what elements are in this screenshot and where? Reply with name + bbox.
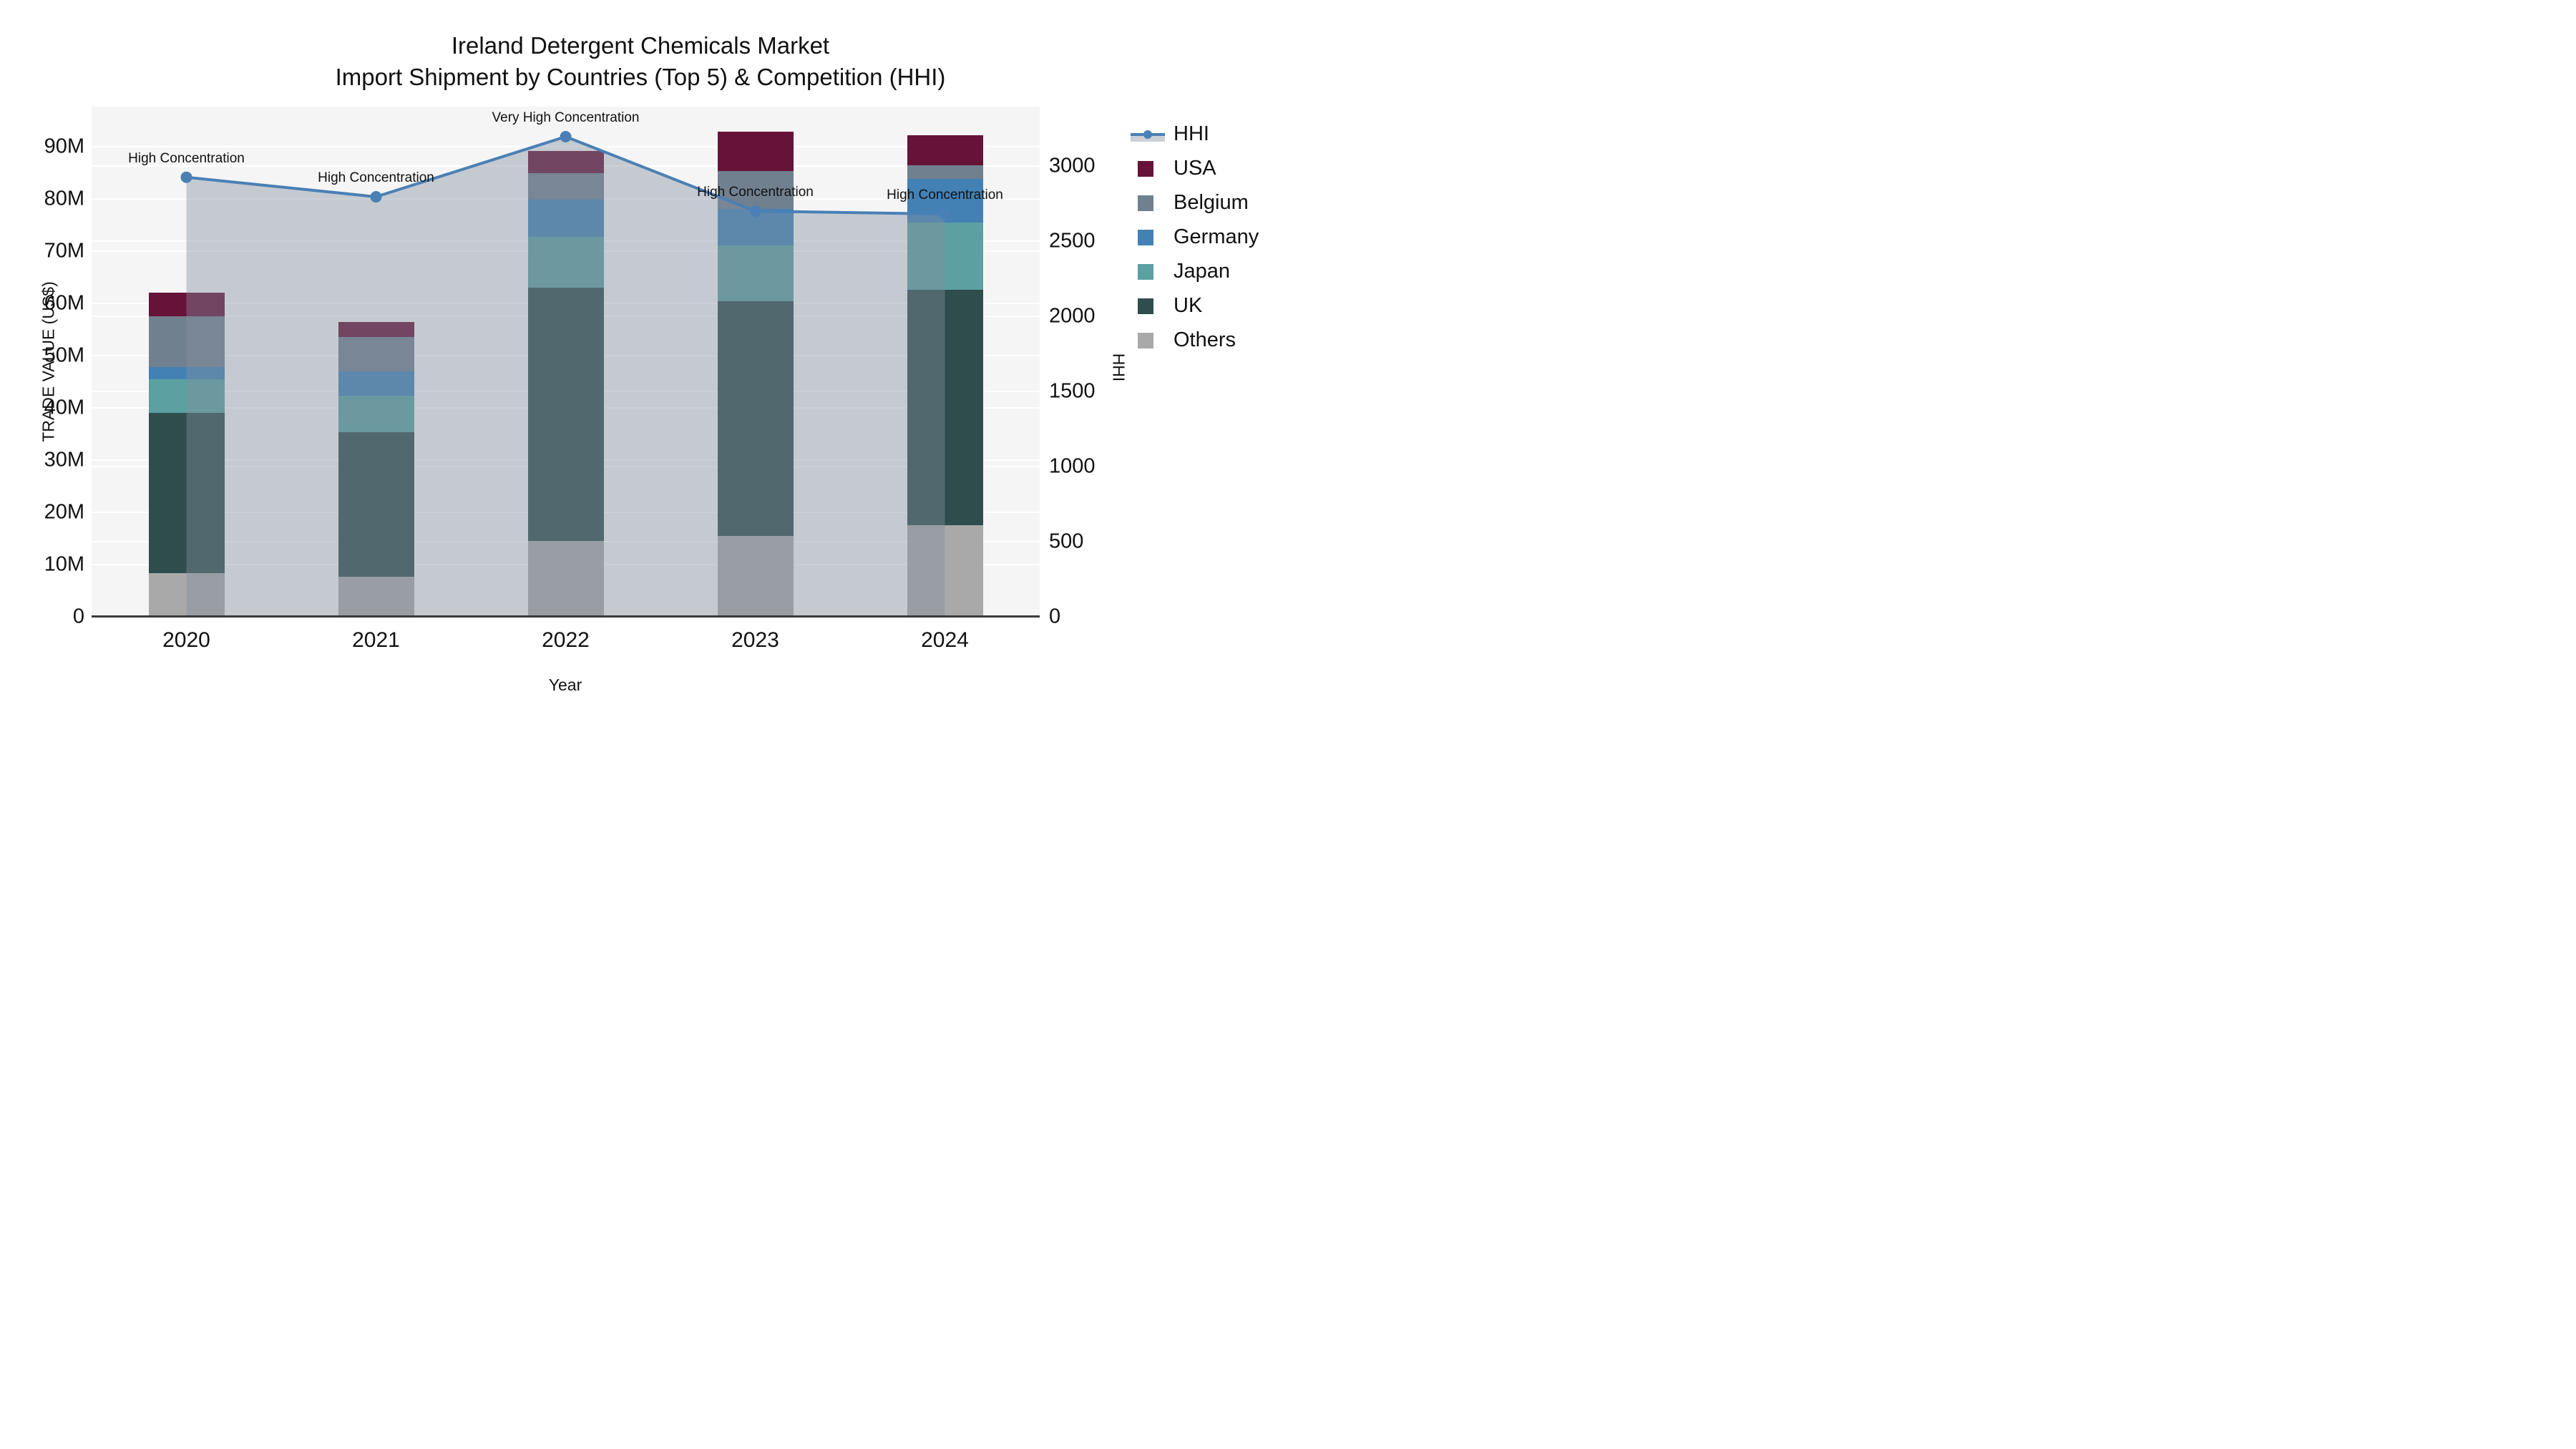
left-tick-90M: 90M [44,135,84,158]
x-tick-2022: 2022 [542,628,590,652]
bar-segment-japan-2023[interactable] [717,245,794,302]
color-swatch-icon [1131,192,1165,214]
chart-title-line1: Ireland Detergent Chemicals Market [451,32,830,59]
bar-segment-germany-2022[interactable] [527,199,604,238]
hhi-marker-2021[interactable] [370,191,382,203]
bar-segment-japan-2024[interactable] [907,223,983,291]
hhi-marker-2022[interactable] [560,131,572,143]
annotation-2022: Very High Concentration [492,110,640,125]
right-tick-2000: 2000 [1049,304,1096,328]
color-swatch-icon [1131,296,1165,317]
bar-segment-uk-2023[interactable] [717,301,794,536]
bar-segment-belgium-2021[interactable] [338,336,414,372]
left-tick-10M: 10M [44,552,84,576]
bar-segment-japan-2022[interactable] [527,237,604,288]
bar-segment-others-2023[interactable] [717,535,794,617]
right-tick-2500: 2500 [1049,229,1096,253]
right-tick-1500: 1500 [1049,379,1096,403]
bar-segment-usa-2021[interactable] [338,322,414,337]
color-swatch-icon [1131,261,1165,283]
chart-figure: Ireland Detergent Chemicals Market Impor… [0,0,1288,725]
color-swatch-icon [1131,227,1165,248]
bar-segment-others-2024[interactable] [907,525,983,617]
bar-segment-uk-2020[interactable] [148,412,225,573]
legend-label: HHI [1174,122,1209,145]
bar-segment-usa-2020[interactable] [148,292,225,316]
bar-segment-belgium-2020[interactable] [148,316,225,368]
right-axis-title: HHI [1109,353,1128,382]
hhi-area-fill [186,137,945,617]
legend-label: Germany [1174,225,1259,248]
left-tick-80M: 80M [44,187,84,210]
chart-title: Ireland Detergent Chemicals Market Impor… [0,30,1281,93]
bar-segment-germany-2021[interactable] [338,371,414,396]
bar-segment-others-2020[interactable] [148,572,225,617]
bar-segment-usa-2022[interactable] [527,151,604,173]
legend-label: Japan [1174,260,1231,283]
left-tick-0: 0 [72,605,84,628]
color-swatch-icon [1131,330,1165,351]
x-axis-line [92,615,1040,618]
left-tick-50M: 50M [44,343,84,367]
legend-item-others[interactable]: Others [1131,326,1259,354]
x-tick-2024: 2024 [921,628,969,652]
bar-segment-uk-2022[interactable] [527,287,604,542]
x-tick-2023: 2023 [731,628,779,652]
left-tick-70M: 70M [44,239,84,263]
legend-item-germany[interactable]: Germany [1131,223,1259,251]
legend: HHI USA Belgium Germany Japan UK Others [1131,120,1259,354]
hhi-marker-2023[interactable] [749,205,761,217]
hhi-marker-2020[interactable] [180,171,192,183]
right-tick-1000: 1000 [1049,454,1096,478]
bar-segment-japan-2021[interactable] [338,395,414,433]
right-tick-3000: 3000 [1049,154,1096,177]
legend-label: USA [1174,157,1216,180]
legend-item-usa[interactable]: USA [1131,155,1259,182]
legend-item-uk[interactable]: UK [1131,292,1259,320]
annotation-2020: High Concentration [128,150,245,166]
gridline [92,146,1040,148]
bar-segment-germany-2020[interactable] [148,367,225,379]
bar-segment-others-2022[interactable] [527,541,604,617]
legend-item-hhi[interactable]: HHI [1131,120,1259,148]
bar-segment-usa-2024[interactable] [907,135,983,166]
annotation-2024: High Concentration [887,187,1003,203]
chart-title-line2: Import Shipment by Countries (Top 5) & C… [335,64,946,90]
hhi-line-swatch-icon [1131,124,1165,145]
right-tick-500: 500 [1049,530,1084,553]
legend-item-japan[interactable]: Japan [1131,258,1259,286]
hhi-marker-2024[interactable] [939,208,951,220]
bar-segment-belgium-2022[interactable] [527,172,604,200]
legend-item-belgium[interactable]: Belgium [1131,189,1259,217]
bar-segment-japan-2020[interactable] [148,379,225,413]
right-tick-0: 0 [1049,605,1061,628]
x-axis-title: Year [548,675,582,694]
left-tick-30M: 30M [44,448,84,472]
color-swatch-icon [1131,158,1165,180]
x-tick-2021: 2021 [352,628,400,652]
left-tick-40M: 40M [44,396,84,419]
left-tick-60M: 60M [44,291,84,315]
left-tick-20M: 20M [44,500,84,524]
legend-label: Others [1174,328,1236,351]
annotation-2021: High Concentration [318,170,434,185]
bar-segment-others-2021[interactable] [338,576,414,617]
bar-segment-uk-2021[interactable] [338,432,414,577]
annotation-2023: High Concentration [697,184,814,200]
legend-label: UK [1174,294,1203,317]
bar-segment-uk-2024[interactable] [907,290,983,526]
bar-segment-usa-2023[interactable] [717,132,794,171]
legend-label: Belgium [1174,191,1249,214]
plot-area [92,107,1040,618]
x-tick-2020: 2020 [162,628,210,652]
hhi-line-layer [180,131,951,617]
bar-segment-belgium-2024[interactable] [907,165,983,179]
